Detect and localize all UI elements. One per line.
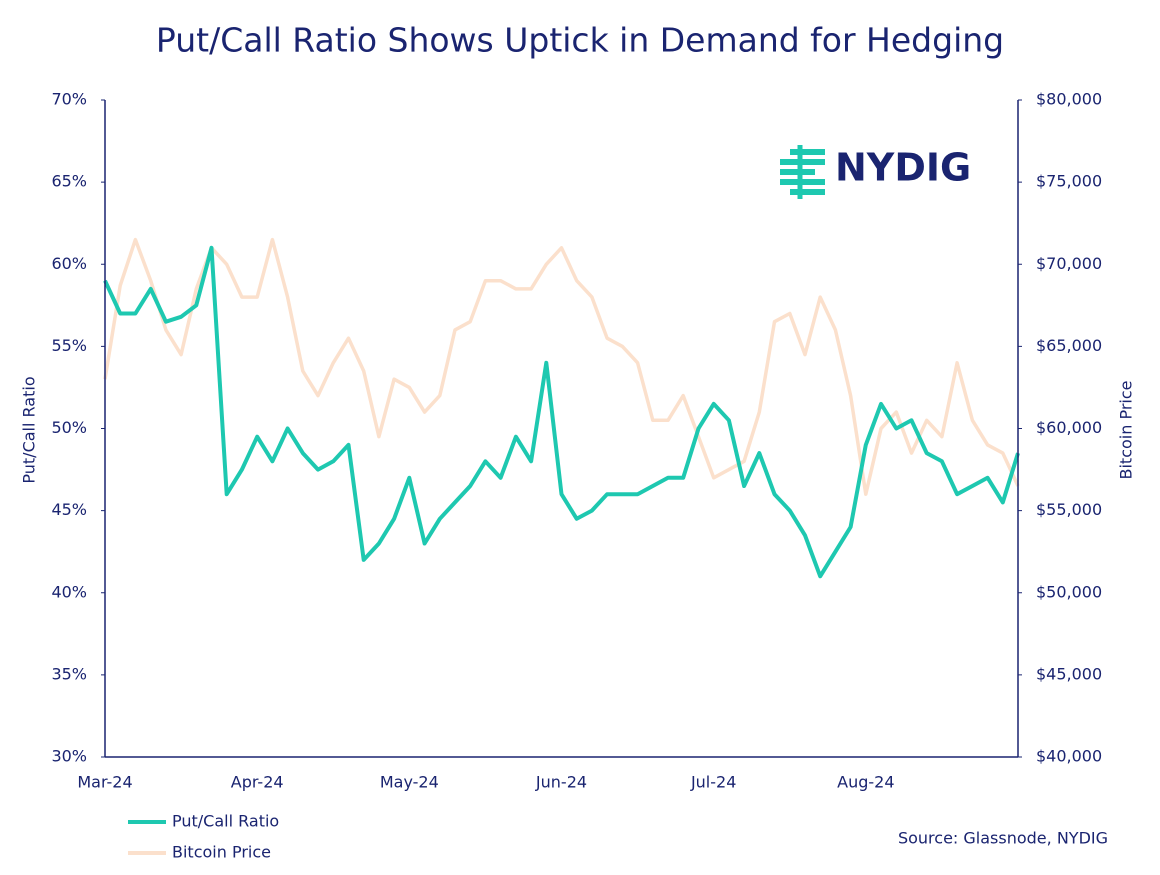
y-tick-label: 35% bbox=[51, 664, 87, 683]
y-tick-label: 55% bbox=[51, 336, 87, 355]
y2-tick-label: $70,000 bbox=[1036, 254, 1102, 273]
y2-tick-label: $55,000 bbox=[1036, 500, 1102, 519]
x-tick-label: Jun-24 bbox=[535, 773, 587, 792]
series-line bbox=[103, 245, 1020, 579]
y-tick-label: 40% bbox=[51, 582, 87, 601]
y-tick-label: 50% bbox=[51, 418, 87, 437]
source: Source: Glassnode, NYDIG bbox=[898, 829, 1108, 848]
y2-tick-label: $65,000 bbox=[1036, 336, 1102, 355]
x-tick-label: Mar-24 bbox=[77, 773, 132, 792]
x-tick-label: Aug-24 bbox=[837, 773, 894, 792]
chart-title: Put/Call Ratio Shows Uptick in Demand fo… bbox=[156, 21, 1004, 60]
y-axis-label: Put/Call Ratio bbox=[20, 376, 39, 483]
logo-icon bbox=[780, 145, 825, 199]
y2-tick-label: $60,000 bbox=[1036, 418, 1102, 437]
y-tick-label: 60% bbox=[51, 254, 87, 273]
logo: NYDIG bbox=[835, 146, 971, 190]
y-tick-label: 30% bbox=[51, 747, 87, 766]
y2-tick-label: $50,000 bbox=[1036, 582, 1102, 601]
x-tick-label: Apr-24 bbox=[231, 773, 284, 792]
y-tick-label: 70% bbox=[51, 90, 87, 109]
y-tick-label: 65% bbox=[51, 172, 87, 191]
y-tick-label: 45% bbox=[51, 500, 87, 519]
legend-label: Put/Call Ratio bbox=[172, 812, 279, 831]
legend-label: Bitcoin Price bbox=[172, 843, 271, 862]
x-tick-label: Jul-24 bbox=[690, 773, 736, 792]
y2-tick-label: $45,000 bbox=[1036, 664, 1102, 683]
y2-tick-label: $80,000 bbox=[1036, 90, 1102, 109]
y2-tick-label: $40,000 bbox=[1036, 747, 1102, 766]
y2-tick-label: $75,000 bbox=[1036, 172, 1102, 191]
y2-axis-label: Bitcoin Price bbox=[1117, 381, 1136, 480]
x-tick-label: May-24 bbox=[380, 773, 439, 792]
series-line bbox=[103, 237, 1020, 496]
